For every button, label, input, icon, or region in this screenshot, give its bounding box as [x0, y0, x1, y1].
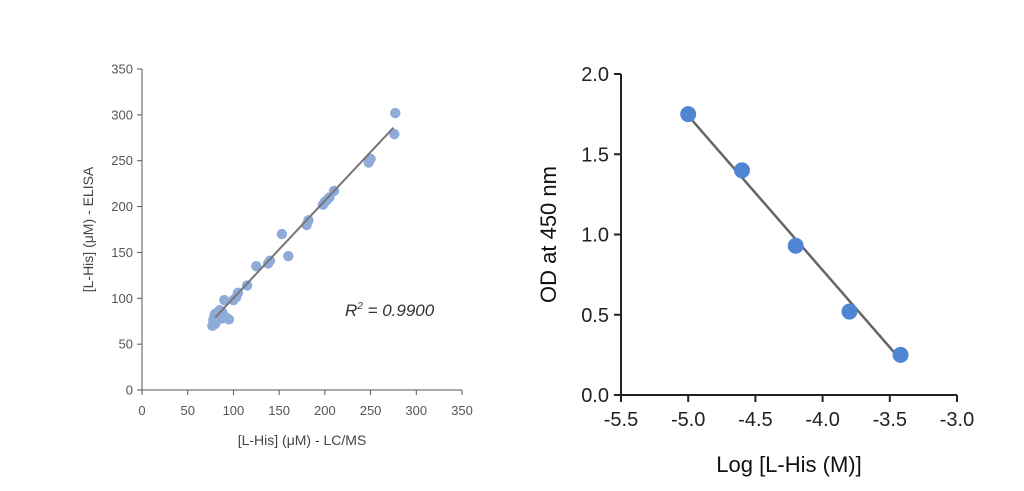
y-tick-label: 0.0	[581, 385, 609, 407]
data-point	[787, 237, 804, 254]
x-tick-label: -4.5	[738, 409, 772, 431]
y-tick-label: 100	[111, 291, 133, 306]
data-point	[680, 106, 697, 123]
y-axis-label: OD at 450 nm	[536, 166, 561, 303]
data-point	[733, 162, 750, 179]
data-point	[365, 153, 376, 165]
x-tick-label: -5.0	[671, 409, 705, 431]
data-point	[251, 260, 262, 272]
x-axis-label: [L-His] (μM) - LC/MS	[238, 432, 367, 448]
y-tick-label: 1.5	[581, 144, 609, 166]
left-scatter-chart: 0 50 100 150 200 250 300 350 0 50 100 150 200 250 300 3…	[80, 62, 473, 449]
x-tick-label: 200	[314, 403, 336, 418]
x-tick-label: -3.5	[873, 409, 907, 431]
y-tick-label: 300	[111, 107, 133, 122]
x-tick-label: 350	[451, 403, 473, 418]
x-tick-label: 50	[180, 403, 194, 418]
y-tick-label: 0.5	[581, 305, 609, 327]
right-scatter-chart: 0.0 0.5 1.0 1.5 2.0 -5.5 -5.0 -4.5 -4.0 -3.5 -3.0 L…	[536, 64, 974, 477]
data-point	[303, 215, 314, 226]
x-tick-label: -5.5	[604, 409, 638, 431]
r-squared-annotation: R2 = 0.9900	[345, 301, 435, 320]
data-point	[892, 346, 909, 363]
y-tick-label: 2.0	[581, 64, 609, 86]
x-tick-label: 0	[138, 403, 145, 418]
data-point	[389, 128, 400, 140]
x-tick-label: 250	[360, 403, 382, 418]
y-tick-label: 50	[119, 337, 133, 352]
x-tick-label: 300	[405, 403, 427, 418]
data-point	[219, 294, 230, 306]
data-point	[276, 228, 288, 240]
y-tick-label: 150	[111, 245, 133, 260]
y-tick-label: 250	[111, 153, 133, 168]
y-tick-label: 350	[111, 62, 133, 77]
x-tick-label: 100	[223, 403, 245, 418]
data-point	[283, 250, 294, 262]
x-tick-label: -4.0	[805, 409, 839, 431]
y-tick-label: 1.0	[581, 225, 609, 247]
y-axis-label: [L-His] (μM) - ELISA	[80, 166, 96, 292]
fit-line	[214, 127, 395, 319]
data-point	[390, 107, 401, 119]
data-point	[241, 280, 253, 291]
data-point	[223, 314, 235, 325]
data-point	[841, 303, 858, 320]
y-tick-label: 200	[111, 199, 133, 214]
x-tick-label: 150	[268, 403, 290, 418]
fit-line	[687, 114, 902, 361]
x-axis-label: Log [L-His (M)]	[716, 452, 861, 477]
x-tick-label: -3.0	[940, 409, 974, 431]
y-tick-label: 0	[126, 383, 133, 398]
